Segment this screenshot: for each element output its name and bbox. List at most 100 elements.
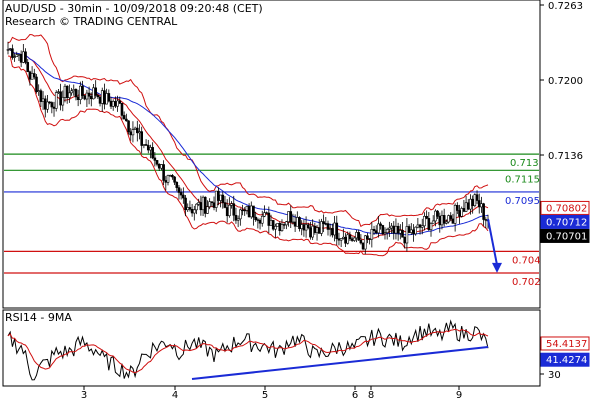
candle-body <box>475 194 479 201</box>
rsi-box-1 <box>540 352 590 367</box>
candle-body <box>289 211 293 223</box>
candle-body <box>293 221 297 227</box>
candle-body <box>171 175 174 178</box>
candle-body <box>72 89 76 92</box>
candle-body <box>269 220 273 226</box>
candle-body <box>236 218 240 221</box>
chart-title: AUD/USD - 30min - 10/09/2018 09:20:48 (C… <box>5 2 263 15</box>
candle-body <box>429 223 433 230</box>
price-box-label-0: 0.70802 <box>546 203 587 214</box>
candle-body <box>79 85 82 100</box>
candle-body <box>309 227 312 238</box>
candle-body <box>379 223 382 226</box>
candle-body <box>370 229 374 240</box>
candle-body <box>118 100 122 104</box>
candle-body <box>223 202 227 208</box>
candle-body <box>219 194 222 201</box>
candle-body <box>412 229 415 235</box>
candle-body <box>241 209 244 211</box>
level-label-0704: 0.704 <box>512 255 541 266</box>
candle-body <box>282 224 286 226</box>
candle-body <box>423 215 426 227</box>
candle-body <box>173 176 176 183</box>
candle-body <box>263 212 266 217</box>
candle-body <box>177 187 181 193</box>
candle-body <box>26 62 30 73</box>
candle-body <box>366 235 369 240</box>
candle-body <box>212 202 216 208</box>
candle-body <box>374 230 378 234</box>
x-tick-label: 9 <box>456 390 462 400</box>
candle-body <box>138 131 141 134</box>
candle-body <box>19 54 23 63</box>
candle-body <box>129 131 133 136</box>
x-tick-label: 8 <box>368 390 374 400</box>
candle-body <box>81 85 84 96</box>
candle-body <box>140 131 143 146</box>
candle-body <box>30 73 34 80</box>
rsi-line <box>7 319 489 381</box>
price-box-0 <box>540 200 590 215</box>
candle-body <box>221 194 225 203</box>
candle-body <box>339 238 343 241</box>
candle-body <box>471 198 474 206</box>
candle-body <box>153 157 157 161</box>
price-panel-frame <box>2 0 541 309</box>
price-tick-label: 0.7263 <box>548 1 583 12</box>
candle-body <box>96 95 100 98</box>
candle-body <box>232 203 236 216</box>
rsi-trendline <box>191 346 489 380</box>
candle-body <box>326 223 330 230</box>
candle-body <box>372 229 376 231</box>
candle-body <box>298 217 301 229</box>
candlestick-series <box>6 41 490 255</box>
candle-body <box>111 101 115 107</box>
candle-body <box>405 226 409 244</box>
candle-body <box>230 203 233 206</box>
forecast-arrow <box>487 218 498 266</box>
candle-body <box>146 145 150 151</box>
candle-body <box>239 209 242 220</box>
candle-body <box>155 160 159 165</box>
candle-body <box>453 205 457 224</box>
candle-body <box>22 51 25 63</box>
candle-body <box>458 210 461 217</box>
candle-body <box>37 90 40 92</box>
candle-body <box>208 201 211 208</box>
candle-body <box>59 91 62 106</box>
candle-body <box>285 221 288 226</box>
price-box-label-1: 0.70712 <box>546 217 587 228</box>
candle-body <box>392 225 396 234</box>
candle-body <box>344 236 347 244</box>
candle-body <box>179 192 183 196</box>
candle-body <box>383 232 387 235</box>
candle-body <box>89 95 93 100</box>
rsi-label: RSI14 - 9MA <box>5 311 72 324</box>
candle-body <box>431 220 435 224</box>
candle-body <box>133 127 137 130</box>
candle-body <box>182 194 185 199</box>
candle-body <box>394 225 398 234</box>
candle-body <box>107 93 111 102</box>
price-levels: 0.713 0.7115 0.7095 0.704 0.702 <box>4 153 541 288</box>
candle-body <box>249 205 253 218</box>
candle-body <box>407 226 411 233</box>
candle-body <box>477 200 481 208</box>
candle-body <box>335 222 339 239</box>
candle-body <box>190 208 194 214</box>
candle-body <box>54 92 58 109</box>
candle-body <box>447 215 450 223</box>
candle-body <box>41 98 45 102</box>
x-axis: 3 4 5 6 8 9 <box>81 386 462 400</box>
candle-body <box>210 201 214 204</box>
candle-body <box>85 92 89 100</box>
candle-body <box>33 73 36 78</box>
candle-body <box>245 206 249 211</box>
rsi-box-label-0: 54.4137 <box>546 339 587 350</box>
candle-body <box>151 147 154 159</box>
candle-body <box>271 220 275 230</box>
candle-body <box>276 223 279 227</box>
candle-body <box>193 209 196 214</box>
level-label-07115: 0.7115 <box>505 174 540 185</box>
candle-body <box>188 207 192 210</box>
